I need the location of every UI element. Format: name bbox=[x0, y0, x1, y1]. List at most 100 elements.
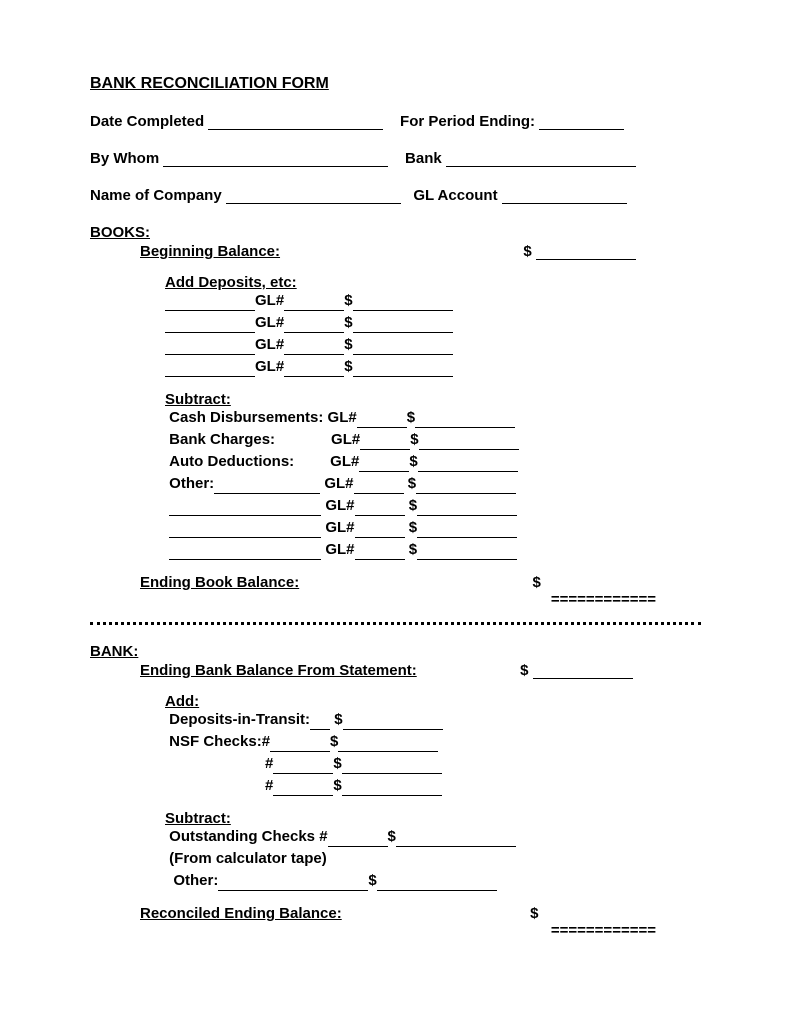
bank-subtract-label: Subtract: bbox=[165, 810, 701, 827]
by-whom-field[interactable] bbox=[163, 166, 388, 167]
dollar-sign: $ bbox=[344, 336, 352, 353]
books-header: BOOKS: bbox=[90, 224, 701, 241]
other-gl-3[interactable] bbox=[355, 537, 405, 538]
ending-bank-balance-field[interactable] bbox=[533, 678, 633, 679]
bank-other-desc[interactable] bbox=[218, 890, 368, 891]
deposit-gl-2[interactable] bbox=[284, 332, 344, 333]
hash-label: # bbox=[265, 755, 273, 772]
deposit-amt-2[interactable] bbox=[353, 332, 453, 333]
dollar-sign: $ bbox=[410, 431, 418, 448]
other-amt-2[interactable] bbox=[417, 515, 517, 516]
dollar-sign: $ bbox=[368, 872, 376, 889]
bank-other-label: Other: bbox=[173, 872, 218, 889]
form-title: BANK RECONCILIATION FORM bbox=[90, 75, 701, 93]
other-desc-1[interactable] bbox=[214, 493, 320, 494]
bank-charges-amt[interactable] bbox=[419, 449, 519, 450]
period-ending-label: For Period Ending: bbox=[400, 113, 535, 130]
company-label: Name of Company bbox=[90, 187, 222, 204]
from-tape-label: (From calculator tape) bbox=[169, 850, 327, 867]
gl-account-field[interactable] bbox=[502, 203, 627, 204]
period-ending-field[interactable] bbox=[539, 129, 624, 130]
other-amt-3[interactable] bbox=[417, 537, 517, 538]
dollar-sign: $ bbox=[344, 358, 352, 375]
dollar-sign: $ bbox=[533, 574, 541, 591]
date-completed-field[interactable] bbox=[208, 129, 383, 130]
deposits-in-transit-row: Deposits-in-Transit: $ bbox=[165, 710, 701, 730]
dollar-sign: $ bbox=[344, 292, 352, 309]
other-desc-4[interactable] bbox=[169, 559, 321, 560]
other-amt-1[interactable] bbox=[416, 493, 516, 494]
deposit-gl-1[interactable] bbox=[284, 310, 344, 311]
deposit-desc-4[interactable] bbox=[165, 376, 255, 377]
deposit-desc-1[interactable] bbox=[165, 310, 255, 311]
other-row-4: GL# $ bbox=[165, 540, 701, 560]
auto-ded-gl[interactable] bbox=[359, 471, 409, 472]
deposit-amt-4[interactable] bbox=[353, 376, 453, 377]
dollar-sign: $ bbox=[409, 497, 417, 514]
other-gl-4[interactable] bbox=[355, 559, 405, 560]
beginning-balance-field[interactable] bbox=[536, 259, 636, 260]
bank-other-amt[interactable] bbox=[377, 890, 497, 891]
other-desc-2[interactable] bbox=[169, 515, 321, 516]
other-amt-4[interactable] bbox=[417, 559, 517, 560]
bank-field[interactable] bbox=[446, 166, 636, 167]
other-row-3: GL# $ bbox=[165, 518, 701, 538]
auto-deductions-label: Auto Deductions: bbox=[169, 453, 294, 470]
nsf-amt-1[interactable] bbox=[338, 751, 438, 752]
nsf-row-1: NSF Checks:#$ bbox=[165, 732, 701, 752]
deposit-desc-3[interactable] bbox=[165, 354, 255, 355]
nsf-num-1[interactable] bbox=[270, 751, 330, 752]
beginning-balance-label: Beginning Balance: bbox=[140, 243, 280, 260]
bank-divider: ============ bbox=[90, 922, 701, 939]
gl-label: GL# bbox=[324, 475, 353, 492]
deposit-amt-1[interactable] bbox=[353, 310, 453, 311]
books-divider: ============ bbox=[90, 591, 701, 608]
row-whom-bank: By Whom Bank bbox=[90, 150, 701, 167]
gl-label: GL# bbox=[330, 453, 359, 470]
company-field[interactable] bbox=[226, 203, 401, 204]
deposit-amt-3[interactable] bbox=[353, 354, 453, 355]
from-tape-row: (From calculator tape) bbox=[165, 849, 701, 869]
ending-book-balance-label: Ending Book Balance: bbox=[140, 574, 299, 591]
gl-label: GL# bbox=[255, 358, 284, 375]
other-label: Other: bbox=[169, 475, 214, 492]
dollar-sign: $ bbox=[520, 662, 528, 679]
cash-disb-amt[interactable] bbox=[415, 427, 515, 428]
cash-disbursements-row: Cash Disbursements: GL#$ bbox=[165, 408, 701, 428]
outstanding-num[interactable] bbox=[328, 846, 388, 847]
dit-amt[interactable] bbox=[343, 729, 443, 730]
auto-ded-amt[interactable] bbox=[418, 471, 518, 472]
deposit-gl-3[interactable] bbox=[284, 354, 344, 355]
nsf-amt-3[interactable] bbox=[342, 795, 442, 796]
bank-charges-row: Bank Charges:GL#$ bbox=[165, 430, 701, 450]
deposit-row-4: GL# $ bbox=[165, 357, 701, 377]
outstanding-amt[interactable] bbox=[396, 846, 516, 847]
row-company-gl: Name of Company GL Account bbox=[90, 187, 701, 204]
bank-other-row: Other: $ bbox=[165, 871, 701, 891]
other-desc-3[interactable] bbox=[169, 537, 321, 538]
deposits-in-transit-label: Deposits-in-Transit: bbox=[169, 711, 310, 728]
deposit-desc-2[interactable] bbox=[165, 332, 255, 333]
bank-label: Bank bbox=[405, 150, 442, 167]
other-gl-2[interactable] bbox=[355, 515, 405, 516]
nsf-row-2: #$ bbox=[165, 754, 701, 774]
dit-field[interactable] bbox=[310, 729, 330, 730]
bank-add-label: Add: bbox=[165, 693, 701, 710]
other-gl-1[interactable] bbox=[354, 493, 404, 494]
deposit-gl-4[interactable] bbox=[284, 376, 344, 377]
nsf-num-3[interactable] bbox=[273, 795, 333, 796]
outstanding-checks-label: Outstanding Checks # bbox=[169, 828, 327, 845]
date-completed-label: Date Completed bbox=[90, 113, 204, 130]
gl-label: GL# bbox=[325, 497, 354, 514]
bank-charges-gl[interactable] bbox=[360, 449, 410, 450]
nsf-num-2[interactable] bbox=[273, 773, 333, 774]
dollar-sign: $ bbox=[407, 409, 415, 426]
section-divider bbox=[90, 622, 701, 625]
reconciled-label: Reconciled Ending Balance: bbox=[140, 905, 342, 922]
nsf-amt-2[interactable] bbox=[342, 773, 442, 774]
gl-account-label: GL Account bbox=[413, 187, 497, 204]
cash-disb-gl[interactable] bbox=[357, 427, 407, 428]
dollar-sign: $ bbox=[408, 475, 416, 492]
auto-deductions-row: Auto Deductions:GL#$ bbox=[165, 452, 701, 472]
nsf-row-3: #$ bbox=[165, 776, 701, 796]
